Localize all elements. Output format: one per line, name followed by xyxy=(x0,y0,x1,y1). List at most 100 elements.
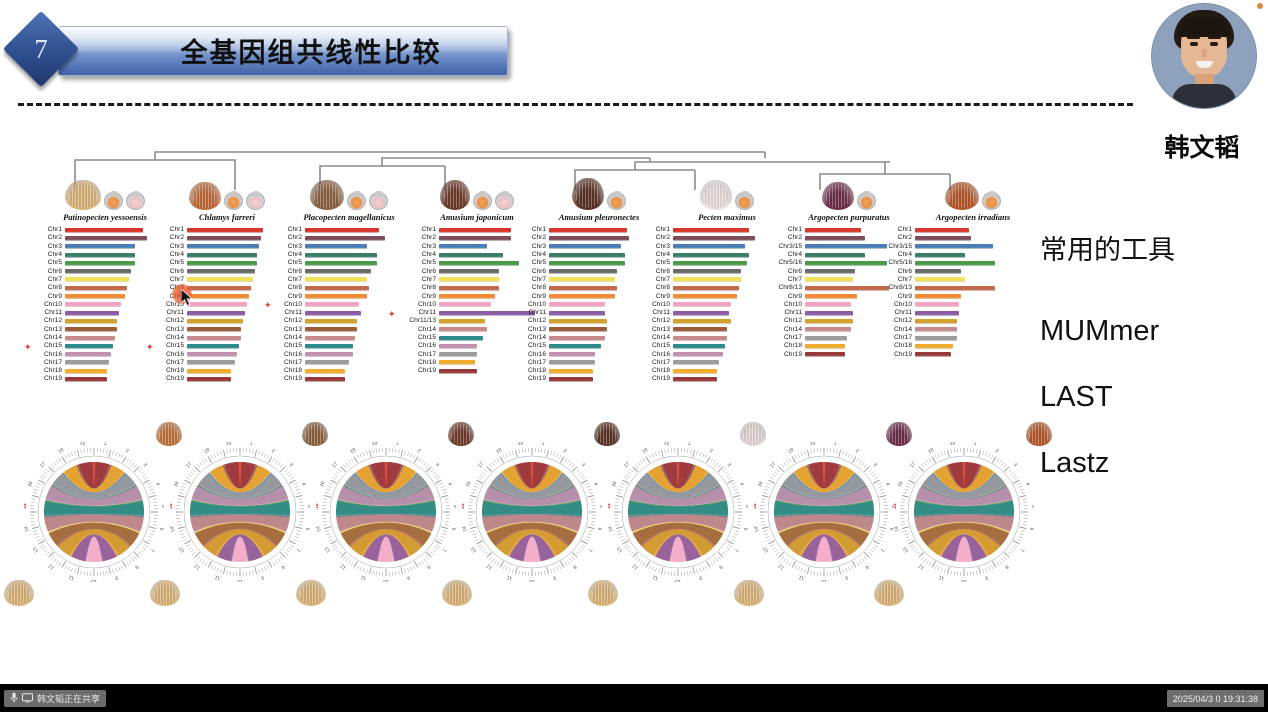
circos-tick xyxy=(131,558,135,562)
circos-tick xyxy=(144,544,148,548)
chromosome-bar xyxy=(305,327,357,333)
circos-tick xyxy=(1008,469,1012,473)
circos-tick xyxy=(934,565,937,570)
circos-tick xyxy=(615,524,620,526)
circos-tick xyxy=(400,566,403,574)
chromosome-row: Chr11/13 xyxy=(400,317,535,325)
circos-tick-label: 13 xyxy=(762,546,770,554)
chromosome-bar xyxy=(549,260,625,266)
chromosome-row: Chr5 xyxy=(520,259,629,267)
circos-tick xyxy=(40,476,44,480)
chromosome-bar xyxy=(187,327,241,333)
circos-tick xyxy=(976,570,978,575)
circos-tick xyxy=(398,570,400,575)
circos-tick xyxy=(1019,533,1024,536)
circos-tick xyxy=(267,565,270,570)
circos-tick xyxy=(521,571,523,576)
circos-tick xyxy=(177,498,182,500)
circos-tick xyxy=(118,453,121,458)
chromosome-bar xyxy=(673,302,731,308)
circos-tick xyxy=(833,571,835,576)
circos-tick xyxy=(202,460,205,464)
circos-tick xyxy=(261,452,264,457)
circos-ribbon xyxy=(941,534,987,562)
chromosome-label: Chr4 xyxy=(169,251,184,259)
circos-tick xyxy=(921,464,925,468)
circos-tick-label: 3 xyxy=(288,462,294,468)
circos-tick xyxy=(418,562,422,566)
presenter-video-tile[interactable] xyxy=(1152,4,1256,108)
circos-tick xyxy=(36,482,41,485)
circos-tick-label: 4 xyxy=(446,482,453,487)
chromosome-bar xyxy=(915,269,961,275)
circos-tick xyxy=(112,451,114,456)
circos-tick xyxy=(80,570,82,575)
chromosome-row: Chr15 xyxy=(400,334,535,342)
circos-tick xyxy=(176,521,181,523)
title-divider xyxy=(18,103,1133,106)
circos-tick-label: 9 xyxy=(552,574,557,581)
chromosome-row: Chr19 xyxy=(158,375,263,383)
circos-tick-label: 18 xyxy=(787,447,795,455)
circos-tick xyxy=(192,551,196,555)
chromosome-row: Chr7 xyxy=(768,276,889,284)
chromosome-row: Chr13 xyxy=(644,326,755,334)
timestamp-overlay: 2025/04/3 0 19:31:38 xyxy=(1166,690,1264,707)
circos-tick xyxy=(133,464,137,468)
chromosome-row: Chr5 xyxy=(36,259,147,267)
circos-tick xyxy=(810,570,812,575)
circos-tick xyxy=(486,552,492,558)
circos-tick xyxy=(502,454,505,459)
circos-tick xyxy=(1001,558,1005,562)
circos-tick xyxy=(472,488,477,491)
chromosome-label: Chr18 xyxy=(784,342,802,350)
chromosome-bar xyxy=(439,302,491,308)
chromosome-bar xyxy=(549,376,593,382)
chromosome-row: Chr6 xyxy=(400,267,535,275)
circos-tick xyxy=(106,449,108,454)
circos-tick xyxy=(64,565,67,570)
circos-tick-label: 18 xyxy=(203,447,211,455)
circos-tick xyxy=(569,462,573,466)
small-shell-icon xyxy=(246,192,265,210)
sharing-status-bar[interactable]: 韩文韬正在共享 xyxy=(4,690,107,707)
tools-heading: 常用的工具 xyxy=(1040,235,1175,266)
circos-tick-label: 13 xyxy=(324,546,332,554)
chromosome-bar xyxy=(805,244,887,250)
circos-tick xyxy=(587,488,592,491)
circos-tick xyxy=(470,526,478,529)
circos-tick xyxy=(940,452,943,457)
chromosome-row: Chr2 xyxy=(36,234,147,242)
circos-tick xyxy=(931,561,936,568)
circos-tick xyxy=(298,524,303,526)
circos-tick xyxy=(856,458,860,462)
circos-tick xyxy=(770,544,774,548)
species-shell-images xyxy=(908,176,1038,210)
circos-tick xyxy=(324,526,332,529)
chromosome-row: Chr14 xyxy=(644,334,755,342)
circos-tick xyxy=(400,450,403,458)
circos-tick xyxy=(851,565,854,570)
circos-tick xyxy=(56,460,59,464)
chromosome-label: Chr4 xyxy=(421,251,436,259)
circos-tick xyxy=(348,460,351,464)
circos-tick-label: 12 xyxy=(631,562,639,570)
circos-tick-label: 17 xyxy=(623,461,631,469)
circos-tick xyxy=(617,492,622,494)
circos-tick xyxy=(31,498,36,500)
chromosome-row: Chr2 xyxy=(520,234,629,242)
circos-tick xyxy=(940,567,943,572)
circos-tick-label: 4 xyxy=(592,482,599,487)
circos-tick xyxy=(199,462,203,466)
chromosome-row: Chr4 xyxy=(400,251,535,259)
circos-ribbon xyxy=(788,529,860,556)
circos-ribbon xyxy=(922,473,1006,499)
circos-ribbon xyxy=(190,514,290,533)
circos-tick xyxy=(64,454,67,459)
circos-tick xyxy=(441,533,446,536)
circos-tick xyxy=(1018,536,1023,539)
species-shell-images xyxy=(412,176,542,210)
circos-tick-label: 13 xyxy=(470,546,478,554)
circos-tick xyxy=(142,547,146,550)
